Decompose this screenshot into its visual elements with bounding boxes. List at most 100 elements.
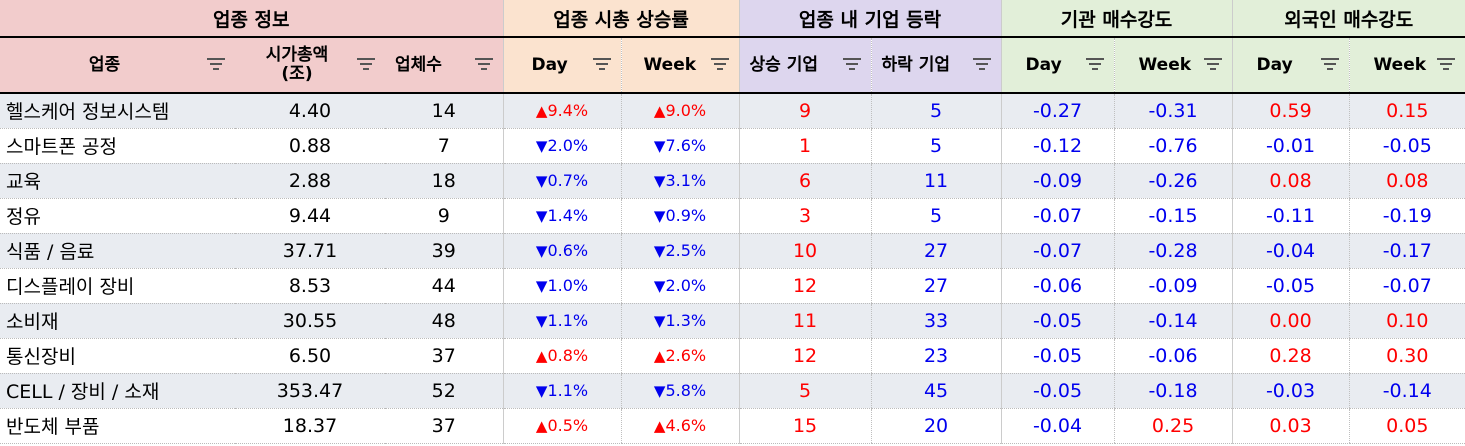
column-label-falling-firms: 하락 기업 [881, 55, 951, 75]
triangle-down-icon: ▼ [653, 277, 666, 295]
inst-week-cell: -0.06 [1113, 338, 1233, 374]
company-count-cell: 52 [385, 373, 504, 409]
column-header-inst-week[interactable]: Week [1113, 37, 1233, 94]
inst-day-cell: -0.05 [1000, 303, 1115, 339]
filter-icon[interactable] [1437, 58, 1456, 72]
sector-name-cell: 소비재 [0, 303, 235, 339]
column-header-inst-day[interactable]: Day [1000, 37, 1115, 94]
column-header-sector[interactable]: 업종 [0, 37, 235, 94]
falling-firms-cell: 23 [870, 338, 1002, 374]
sector-name-cell: 교육 [0, 163, 235, 199]
rising-firms-cell: 12 [738, 268, 872, 304]
inst-day-cell: -0.06 [1000, 268, 1115, 304]
column-header-company-count[interactable]: 업체수 [385, 37, 504, 94]
falling-firms-cell: 20 [870, 408, 1002, 444]
filter-icon[interactable] [710, 58, 729, 72]
triangle-up-icon: ▲ [653, 102, 666, 121]
table-row[interactable]: 교육 2.88 18 ▼0.7% ▼3.1% 6 11 -0.09 -0.26 0.08 0.08 [0, 163, 1465, 199]
inst-week-cell: -0.28 [1113, 233, 1233, 269]
column-header-rising-firms[interactable]: 상승 기업 [738, 37, 872, 94]
foreign-week-cell: -0.17 [1348, 233, 1465, 269]
inst-week-cell: 0.25 [1113, 408, 1233, 444]
column-header-falling-firms[interactable]: 하락 기업 [870, 37, 1002, 94]
filter-icon[interactable] [474, 58, 493, 72]
sector-name-cell: 정유 [0, 198, 235, 234]
market-cap-cell: 8.53 [235, 268, 385, 304]
inst-week-cell: -0.09 [1113, 268, 1233, 304]
rising-firms-cell: 3 [738, 198, 872, 234]
column-header-foreign-day[interactable]: Day [1231, 37, 1350, 94]
percent-value: 9.4% [547, 101, 589, 121]
percent-value: 2.6% [665, 346, 707, 365]
column-header-mcap-week[interactable]: Week [620, 37, 740, 94]
group-header-row: 업종 정보 업종 시총 상승률 업종 내 기업 등락 기관 매수강도 외국인 매… [0, 0, 1465, 38]
foreign-day-cell: -0.03 [1231, 373, 1350, 409]
filter-icon[interactable] [1085, 58, 1104, 72]
percent-value: 0.6% [547, 241, 589, 260]
group-header-foreign-strength: 외국인 매수강도 [1231, 0, 1465, 38]
sector-name-cell: 디스플레이 장비 [0, 268, 235, 304]
foreign-week-cell: 0.30 [1348, 338, 1465, 374]
falling-firms-cell: 45 [870, 373, 1002, 409]
triangle-up-icon: ▲ [653, 417, 666, 435]
sector-name-cell: 헬스케어 정보시스템 [0, 93, 235, 129]
triangle-up-icon: ▲ [653, 347, 666, 365]
falling-firms-cell: 5 [870, 128, 1002, 164]
filter-icon[interactable] [357, 58, 375, 72]
percent-value: 1.1% [547, 311, 589, 330]
sector-name-cell: 통신장비 [0, 338, 235, 374]
company-count-cell: 37 [385, 338, 504, 374]
sector-name-cell: 식품 / 음료 [0, 233, 235, 269]
mcap-week-change-cell: ▼5.8% [620, 373, 740, 409]
filter-icon[interactable] [842, 58, 861, 72]
company-count-cell: 9 [385, 198, 504, 234]
column-header-foreign-week[interactable]: Week [1348, 37, 1465, 94]
mcap-day-change-cell: ▲9.4% [502, 93, 622, 129]
triangle-down-icon: ▼ [535, 172, 548, 190]
filter-icon[interactable] [207, 58, 225, 72]
filter-icon[interactable] [972, 58, 991, 72]
percent-value: 0.5% [547, 416, 589, 435]
table-row[interactable]: 소비재 30.55 48 ▼1.1% ▼1.3% 11 33 -0.05 -0.14 0.00 0.… [0, 303, 1465, 339]
mcap-week-change-cell: ▼2.0% [620, 268, 740, 304]
mcap-week-change-cell: ▼3.1% [620, 163, 740, 199]
table-row[interactable]: 반도체 부품 18.37 37 ▲0.5% ▲4.6% 15 20 -0.04 0.25 0.03… [0, 408, 1465, 444]
foreign-day-cell: 0.08 [1231, 163, 1350, 199]
filter-icon[interactable] [1320, 58, 1339, 72]
foreign-week-cell: -0.07 [1348, 268, 1465, 304]
table-body: 헬스케어 정보시스템 4.40 14 ▲9.4% ▲9.0% 9 5 -0.27 -0.31 0.… [0, 93, 1465, 444]
table-row[interactable]: 헬스케어 정보시스템 4.40 14 ▲9.4% ▲9.0% 9 5 -0.27 -0.31 0.… [0, 93, 1465, 129]
column-header-market-cap[interactable]: 시가총액 (조) [235, 37, 385, 94]
foreign-week-cell: -0.19 [1348, 198, 1465, 234]
company-count-cell: 7 [385, 128, 504, 164]
group-header-mcap-change: 업종 시총 상승률 [502, 0, 740, 38]
column-header-row: 업종 시가총액 (조) 업체수 Day Week 상승 기업 [0, 37, 1465, 94]
table-row[interactable]: CELL / 장비 / 소재 353.47 52 ▼1.1% ▼5.8% 5 45 -0.05… [0, 373, 1465, 409]
rising-firms-cell: 5 [738, 373, 872, 409]
table-row[interactable]: 정유 9.44 9 ▼1.4% ▼0.9% 3 5 -0.07 -0.15 -0.11 -0.19 [0, 198, 1465, 234]
column-label-foreign-week: Week [1373, 55, 1427, 75]
market-cap-cell: 353.47 [235, 373, 385, 409]
group-header-firm-movement: 업종 내 기업 등락 [738, 0, 1002, 38]
column-label-company-count: 업체수 [395, 55, 442, 75]
filter-icon[interactable] [592, 58, 611, 72]
table-row[interactable]: 디스플레이 장비 8.53 44 ▼1.0% ▼2.0% 12 27 -0.06 -0.09 -0… [0, 268, 1465, 304]
market-cap-cell: 30.55 [235, 303, 385, 339]
column-label-rising-firms: 상승 기업 [749, 55, 819, 75]
sector-name-cell: 스마트폰 공정 [0, 128, 235, 164]
table-row[interactable]: 식품 / 음료 37.71 39 ▼0.6% ▼2.5% 10 27 -0.07 -0.28 -0… [0, 233, 1465, 269]
inst-day-cell: -0.07 [1000, 233, 1115, 269]
inst-day-cell: -0.05 [1000, 338, 1115, 374]
triangle-down-icon: ▼ [535, 277, 548, 295]
table-row[interactable]: 스마트폰 공정 0.88 7 ▼2.0% ▼7.6% 1 5 -0.12 -0.76 -0.01-… [0, 128, 1465, 164]
company-count-cell: 14 [385, 93, 504, 129]
market-cap-cell: 0.88 [235, 128, 385, 164]
mcap-day-change-cell: ▼1.4% [502, 198, 622, 234]
table-row[interactable]: 통신장비 6.50 37 ▲0.8% ▲2.6% 12 23 -0.05 -0.06 0.28 0.… [0, 338, 1465, 374]
triangle-down-icon: ▼ [535, 242, 548, 260]
company-count-cell: 18 [385, 163, 504, 199]
triangle-down-icon: ▼ [535, 382, 548, 400]
filter-icon[interactable] [1203, 58, 1222, 72]
column-header-mcap-day[interactable]: Day [502, 37, 622, 94]
foreign-week-cell: -0.05 [1348, 128, 1465, 164]
